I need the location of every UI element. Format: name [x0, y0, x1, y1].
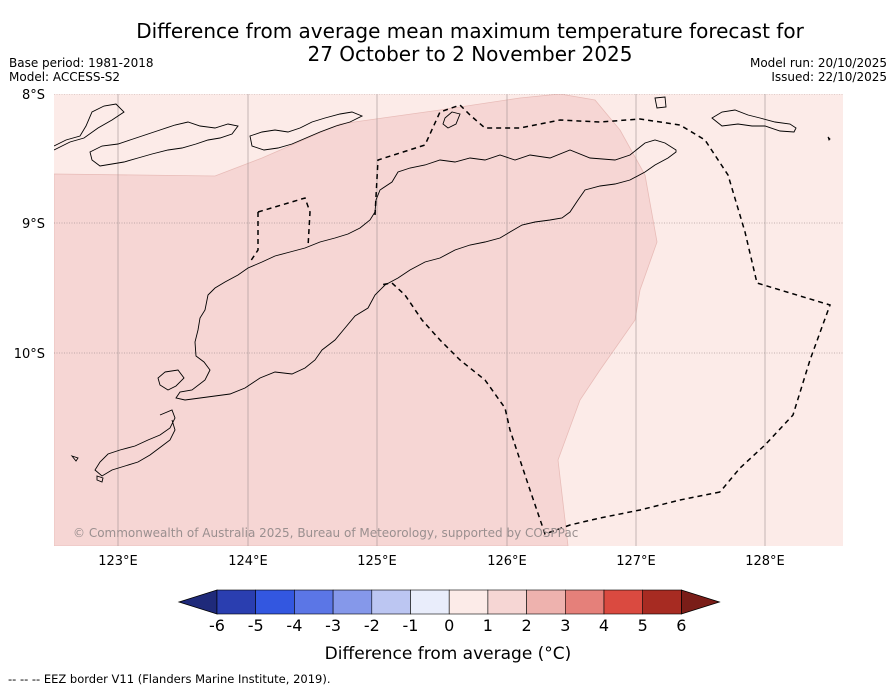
alor-region-coastline — [89, 121, 239, 167]
title-line-1: Difference from average mean maximum tem… — [136, 19, 804, 43]
colorbar-tick-label: -5 — [248, 616, 264, 635]
lat-label-10s: 10°S — [14, 347, 45, 362]
colorbar-tick-label: 1 — [483, 616, 493, 635]
islet-coastline — [827, 136, 831, 141]
lat-label-8s: 8°S — [22, 88, 45, 103]
coastlines — [54, 96, 831, 483]
map-area: © Commonwealth of Australia 2025, Bureau… — [54, 94, 843, 546]
colorbar-bin — [603, 589, 644, 615]
colorbar-tick-label: -1 — [403, 616, 419, 635]
babar-region-coastline — [711, 109, 797, 133]
colorbar-tick-label: 0 — [444, 616, 454, 635]
colorbar-bin — [371, 589, 411, 615]
colorbar-bin — [294, 589, 334, 615]
colorbar-bin — [332, 589, 373, 615]
colorbar — [177, 589, 721, 615]
colorbar-bin — [564, 589, 605, 615]
eez-border-segment — [249, 212, 259, 263]
colorbar-bin — [642, 589, 682, 615]
colorbar-tick-label: 4 — [599, 616, 609, 635]
colorbar-bin — [410, 589, 450, 615]
colorbar-tick-labels: -6 -5 -4 -3 -2 -1 0 1 2 3 4 5 6 — [209, 616, 686, 635]
issued-date: Issued: 22/10/2025 — [771, 70, 887, 84]
colorbar-tick-label: -4 — [286, 616, 302, 635]
colorbar-bin — [487, 589, 527, 615]
eez-border-segment — [374, 104, 831, 493]
footnote: -- -- -- EEZ border V11 (Flanders Marine… — [8, 672, 331, 686]
eez-border — [249, 104, 831, 535]
colorbar-tick-label: 3 — [560, 616, 570, 635]
lon-label-124e: 124°E — [228, 554, 268, 569]
map-title: Difference from average mean maximum tem… — [60, 20, 880, 66]
lon-label-127e: 127°E — [616, 554, 656, 569]
colorbar-tick-label: 5 — [638, 616, 648, 635]
colorbar-tick-label: 6 — [676, 616, 686, 635]
lon-label-128e: 128°E — [745, 554, 785, 569]
meta-left: Base period: 1981-2018 Model: ACCESS-S2 — [9, 56, 154, 84]
colorbar-extend-low — [177, 589, 218, 615]
model-run: Model run: 20/10/2025 — [749, 56, 887, 70]
lon-label-125e: 125°E — [357, 554, 397, 569]
timor-coastline — [175, 139, 677, 401]
semau-coastline — [157, 369, 185, 391]
copyright-notice: © Commonwealth of Australia 2025, Bureau… — [73, 526, 578, 540]
islet-coastline — [96, 475, 104, 483]
meridians — [117, 94, 766, 546]
islet-coastline — [70, 455, 79, 462]
eez-border-segment — [257, 197, 311, 248]
colorbar-bin — [255, 589, 295, 615]
meta-right: Model run: 20/10/2025 Issued: 22/10/2025 — [750, 56, 887, 84]
lon-label-123e: 123°E — [98, 554, 138, 569]
colorbar-tick-label: -6 — [209, 616, 225, 635]
colorbar-tick-label: -3 — [325, 616, 341, 635]
title-line-2: 27 October to 2 November 2025 — [307, 42, 633, 66]
graticule — [54, 94, 843, 354]
atauro-coastline — [442, 111, 461, 129]
colorbar-bin — [216, 589, 257, 615]
model-name: Model: ACCESS-S2 — [9, 70, 121, 84]
islet-coastline — [654, 96, 667, 109]
eez-border-segment — [379, 282, 721, 535]
anomaly-region-1-2 — [54, 94, 658, 546]
colorbar-tick-label: 2 — [522, 616, 532, 635]
colorbar-label: Difference from average (°C) — [325, 644, 572, 664]
colorbar-extend-high — [681, 589, 721, 615]
base-period: Base period: 1981-2018 — [9, 56, 154, 70]
northern-island-coastline — [54, 103, 125, 151]
wetar-region-coastline — [249, 111, 364, 151]
colorbar-tick-label: -2 — [364, 616, 380, 635]
rote-coastline — [94, 409, 176, 477]
colorbar-bin — [448, 589, 489, 615]
lat-label-9s: 9°S — [22, 217, 45, 232]
colorbar-bin — [526, 589, 566, 615]
lon-label-126e: 126°E — [487, 554, 527, 569]
